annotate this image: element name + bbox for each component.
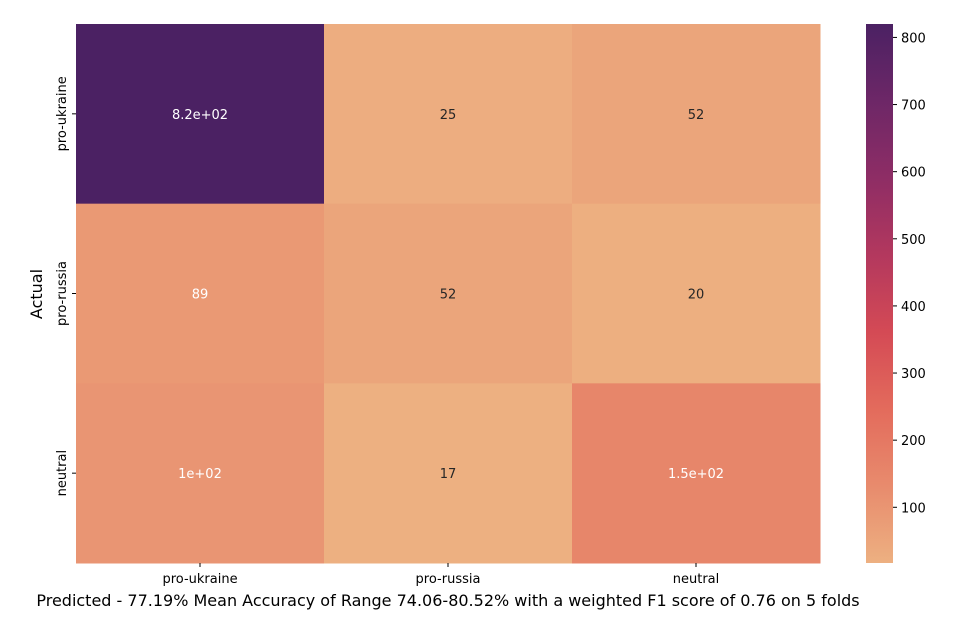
cell-annotation: 20 — [688, 288, 705, 303]
cell-annotation: 89 — [192, 288, 209, 303]
heatmap-cell — [572, 24, 821, 205]
heatmap-cell — [76, 24, 325, 205]
y-tick-label: neutral — [55, 450, 70, 497]
y-tick-label: pro-russia — [55, 261, 70, 326]
heatmap-cell — [572, 383, 821, 564]
heatmap-cell — [324, 24, 573, 205]
colorbar-tick-label: 400 — [901, 300, 926, 315]
colorbar-tick-label: 500 — [901, 233, 926, 248]
cell-annotation: 52 — [440, 288, 457, 303]
heatmap-cell — [76, 383, 325, 564]
y-axis-ticks: pro-ukraine pro-russia neutral — [55, 76, 76, 496]
x-tick-label: pro-russia — [416, 572, 481, 587]
colorbar — [866, 24, 893, 563]
cell-annotation: 25 — [440, 108, 457, 123]
x-tick-label: neutral — [673, 572, 720, 587]
cell-annotation: 52 — [688, 108, 705, 123]
x-axis-label: Predicted - 77.19% Mean Accuracy of Rang… — [36, 591, 859, 610]
colorbar-tick-label: 300 — [901, 367, 926, 382]
y-tick-label: pro-ukraine — [55, 76, 70, 151]
heatmap-cell — [324, 203, 573, 384]
heatmap-cells — [76, 24, 821, 564]
colorbar-ticks: 100 200 300 400 500 600 700 800 — [893, 31, 926, 516]
x-axis-ticks: pro-ukraine pro-russia neutral — [162, 563, 719, 587]
colorbar-tick-label: 600 — [901, 166, 926, 181]
cell-annotation: 1e+02 — [178, 467, 222, 482]
colorbar-tick-label: 100 — [901, 501, 926, 516]
heatmap-cell — [76, 203, 325, 384]
cell-annotation: 17 — [440, 467, 457, 482]
colorbar-tick-label: 800 — [901, 31, 926, 46]
cell-annotations: 8.2e+02 25 52 89 52 20 1e+02 17 1.5e+02 — [172, 108, 724, 482]
cell-annotation: 1.5e+02 — [668, 467, 724, 482]
colorbar-tick-label: 700 — [901, 99, 926, 114]
y-axis-label: Actual — [27, 269, 46, 319]
heatmap-cell — [324, 383, 573, 564]
heatmap-cell — [572, 203, 821, 384]
cell-annotation: 8.2e+02 — [172, 108, 228, 123]
colorbar-tick-label: 200 — [901, 434, 926, 449]
x-tick-label: pro-ukraine — [162, 572, 237, 587]
